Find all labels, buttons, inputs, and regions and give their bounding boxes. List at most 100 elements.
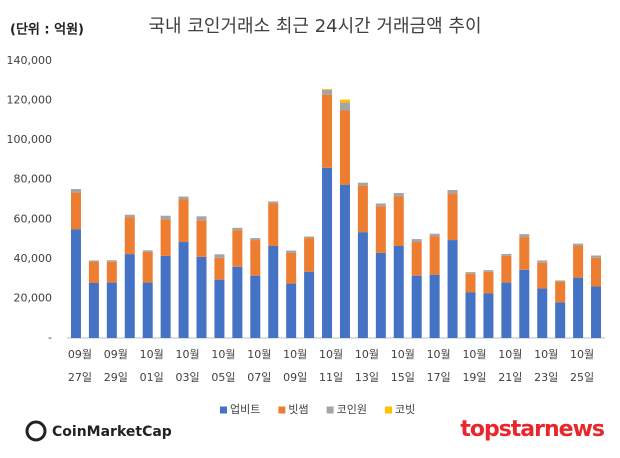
bar-segment bbox=[411, 242, 422, 276]
x-tick-label: 10월 bbox=[462, 348, 486, 361]
bar-segment bbox=[447, 190, 458, 194]
bar-segment bbox=[250, 275, 261, 338]
bar-segment bbox=[501, 282, 512, 338]
bar-segment bbox=[429, 274, 440, 338]
bar-segment bbox=[501, 255, 512, 283]
x-tick-label: 19일 bbox=[462, 370, 486, 384]
bar-segment bbox=[214, 279, 225, 338]
bar-segment bbox=[339, 102, 350, 111]
bar-segment bbox=[429, 233, 440, 237]
x-tick-label: 03일 bbox=[176, 370, 200, 384]
bar-segment bbox=[483, 270, 494, 272]
bar-segment bbox=[304, 271, 315, 338]
bar-segment bbox=[322, 94, 333, 168]
bar-segment bbox=[339, 184, 350, 338]
bar-segment bbox=[573, 243, 584, 246]
bar-segment bbox=[268, 203, 279, 246]
x-tick-label: 10월 bbox=[498, 348, 522, 361]
chart-title: 국내 코인거래소 최근 24시간 거래금액 추이 bbox=[148, 16, 481, 37]
bar-segment bbox=[322, 167, 333, 338]
bar-segment bbox=[519, 237, 530, 270]
x-tick-label: 21일 bbox=[498, 370, 522, 384]
logo-icon bbox=[25, 420, 47, 442]
bar-segment bbox=[178, 199, 189, 243]
x-tick-label: 11일 bbox=[319, 370, 343, 384]
bar-segment bbox=[106, 261, 117, 283]
bar-segment bbox=[483, 271, 494, 294]
bar-segment bbox=[268, 201, 279, 204]
bar-segment bbox=[106, 260, 117, 262]
bar-segment bbox=[178, 196, 189, 200]
x-tick-label: 15일 bbox=[391, 370, 415, 384]
unit-label: (단위 : 억원) bbox=[10, 22, 84, 38]
bar-segment bbox=[519, 234, 530, 238]
bar-segment bbox=[411, 239, 422, 243]
legend-label: 업비트 bbox=[230, 403, 260, 416]
y-tick-label: 60,000 bbox=[14, 212, 53, 225]
x-tick-label: 10월 bbox=[570, 348, 594, 361]
x-tick-label: 09일 bbox=[283, 370, 307, 384]
bar-segment bbox=[357, 185, 368, 233]
bar-segment bbox=[375, 206, 386, 253]
bar-segment bbox=[375, 252, 386, 338]
bar-segment bbox=[322, 89, 333, 95]
x-tick-label: 10월 bbox=[176, 348, 200, 361]
bar-segment bbox=[573, 277, 584, 338]
legend-swatch bbox=[220, 406, 227, 414]
y-tick-label: 40,000 bbox=[14, 252, 53, 265]
bar-segment bbox=[465, 272, 476, 274]
bar-segment bbox=[591, 257, 602, 287]
bar-segment bbox=[160, 215, 171, 220]
bar-segment bbox=[70, 229, 81, 338]
bar-segment bbox=[232, 230, 243, 267]
legend-swatch bbox=[326, 406, 334, 414]
bar-segment bbox=[70, 192, 81, 230]
bar-segment bbox=[375, 203, 386, 207]
bar-segment bbox=[304, 236, 315, 239]
x-tick-label: 10월 bbox=[140, 348, 164, 361]
bar-segment bbox=[88, 282, 99, 338]
bar-segment bbox=[142, 251, 153, 283]
bar-segment bbox=[286, 252, 297, 284]
bar-segment bbox=[196, 256, 207, 338]
bar-segment bbox=[232, 227, 243, 231]
bar-segment bbox=[537, 262, 548, 289]
legend-swatch bbox=[278, 406, 286, 414]
bar-segment bbox=[286, 283, 297, 338]
bar-segment bbox=[555, 281, 566, 303]
bar-segment bbox=[465, 273, 476, 293]
x-tick-label: 09월 bbox=[68, 348, 92, 361]
bar-segment bbox=[339, 110, 350, 185]
bar-segment bbox=[88, 260, 99, 263]
bar-segment bbox=[196, 216, 207, 221]
bar-segment bbox=[160, 255, 171, 338]
x-tick-label: 13일 bbox=[355, 370, 379, 384]
bar-segment bbox=[124, 254, 135, 338]
bar-segment bbox=[447, 240, 458, 338]
bar-segment bbox=[142, 282, 153, 338]
y-tick-label: 20,000 bbox=[14, 291, 53, 304]
x-tick-label: 10월 bbox=[319, 348, 343, 361]
x-tick-label: 29일 bbox=[104, 370, 128, 384]
bar-segment bbox=[555, 280, 566, 282]
x-tick-label: 27일 bbox=[68, 370, 92, 384]
bar-segment bbox=[304, 238, 315, 272]
bar-segment bbox=[250, 238, 261, 241]
bar-segment bbox=[501, 253, 512, 256]
bar-segment bbox=[106, 282, 117, 338]
bar-segment bbox=[322, 89, 333, 90]
x-tick-label: 17일 bbox=[427, 370, 451, 384]
bar-segment bbox=[411, 275, 422, 338]
x-tick-label: 25일 bbox=[570, 370, 594, 384]
x-tick-label: 01일 bbox=[140, 370, 164, 384]
bar-segment bbox=[250, 240, 261, 276]
bar-segment bbox=[393, 192, 404, 197]
bar-segment bbox=[447, 193, 458, 241]
x-tick-label: 10월 bbox=[534, 348, 558, 361]
bar-segment bbox=[393, 196, 404, 246]
logo-topstarnews: topstarnews bbox=[460, 417, 605, 442]
x-tick-label: 10월 bbox=[355, 348, 379, 361]
bar-segment bbox=[142, 250, 153, 252]
bar-segment bbox=[537, 288, 548, 338]
